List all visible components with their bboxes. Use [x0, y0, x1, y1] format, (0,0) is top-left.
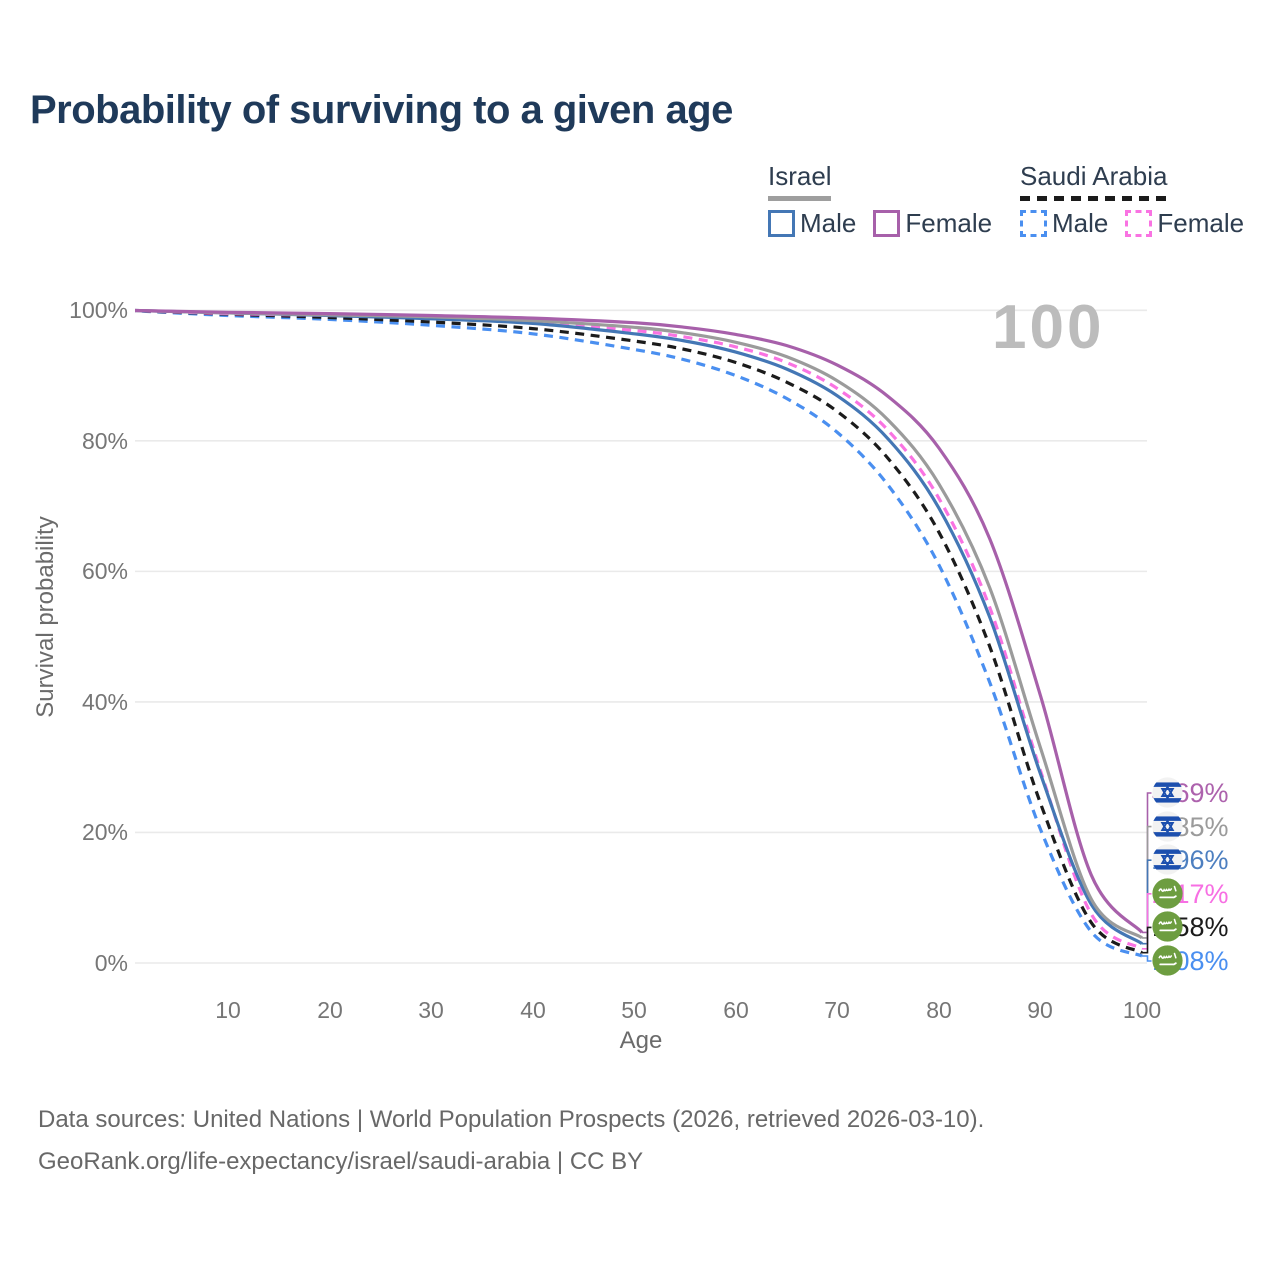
legend-item-label: Male	[800, 208, 857, 238]
legend-item-label: Female	[905, 208, 993, 238]
y-tick-label: 0%	[94, 950, 128, 976]
y-tick-label: 100%	[69, 297, 128, 323]
series-line-israel-both-sexes	[135, 308, 1143, 940]
israel-flag-icon	[1152, 811, 1183, 842]
x-tick-label: 50	[621, 997, 647, 1023]
saudi-female-swatch-icon	[1125, 210, 1153, 237]
y-tick-label: 20%	[81, 819, 128, 845]
x-tick-label: 80	[926, 997, 952, 1023]
legend-underline-saudi-arabia	[1020, 196, 1166, 201]
series-line-saudi-arabia-female	[135, 308, 1143, 951]
end-label-israel-both-sexes: 3.85%	[1152, 811, 1229, 843]
end-label-saudi-arabia-male: 1.08%	[1152, 945, 1229, 977]
end-label-israel-male: 2.96%	[1152, 844, 1229, 876]
label-connector	[1142, 926, 1152, 954]
label-connector	[1142, 955, 1152, 962]
y-tick-label: 80%	[81, 428, 128, 454]
legend-item-label: Male	[1052, 208, 1109, 238]
x-tick-label: 70	[824, 997, 850, 1023]
saudi-arabia-flag-icon	[1152, 878, 1183, 909]
x-tick-label: 40	[520, 997, 546, 1023]
legend-item-saudi-male[interactable]: Male	[1020, 208, 1108, 239]
label-connector	[1142, 893, 1152, 950]
x-tick-label: 60	[723, 997, 749, 1023]
legend-country-saudi-arabia: Saudi Arabia	[1020, 161, 1168, 191]
legend-group-israel: Israel Male Female	[768, 161, 992, 239]
legend-group-saudi-arabia: Saudi Arabia Male Female	[1020, 161, 1244, 239]
series-line-israel-female	[135, 308, 1144, 934]
x-tick-label: 30	[418, 997, 444, 1023]
series-line-israel-male	[135, 308, 1143, 946]
israel-female-swatch-icon	[873, 210, 901, 237]
end-label-israel-female: 4.69%	[1152, 777, 1229, 809]
legend-item-israel-female[interactable]: Female	[873, 208, 992, 239]
legend-item-label: Female	[1157, 208, 1245, 238]
x-tick-label: 100	[1122, 997, 1162, 1023]
x-tick-label: 10	[215, 997, 241, 1023]
israel-flag-icon	[1152, 777, 1183, 808]
footer-attribution: GeoRank.org/life-expectancy/israel/saudi…	[38, 1148, 644, 1175]
age-watermark: 100	[992, 293, 1105, 362]
legend-country-israel: Israel	[768, 161, 832, 191]
x-axis-title: Age	[619, 1027, 663, 1054]
end-label-saudi-arabia-both-sexes: 1.58%	[1152, 911, 1229, 943]
legend-item-israel-male[interactable]: Male	[768, 208, 856, 239]
saudi-male-swatch-icon	[1020, 210, 1047, 237]
legend-underline-israel	[768, 196, 831, 201]
israel-flag-icon	[1152, 844, 1183, 875]
series-line-saudi-arabia-male	[135, 309, 1143, 958]
y-tick-label: 60%	[81, 558, 128, 584]
footer-data-sources: Data sources: United Nations | World Pop…	[38, 1106, 985, 1133]
series-line-saudi-arabia-both-sexes	[135, 309, 1143, 955]
y-tick-label: 40%	[81, 689, 128, 715]
saudi-arabia-flag-icon	[1152, 945, 1183, 976]
page-title: Probability of surviving to a given age	[30, 88, 733, 132]
x-tick-label: 90	[1027, 997, 1053, 1023]
israel-male-swatch-icon	[768, 210, 795, 237]
legend-item-saudi-female[interactable]: Female	[1125, 208, 1244, 239]
x-tick-label: 20	[317, 997, 343, 1023]
saudi-arabia-flag-icon	[1152, 911, 1183, 942]
end-label-saudi-arabia-female: 2.17%	[1152, 878, 1229, 910]
